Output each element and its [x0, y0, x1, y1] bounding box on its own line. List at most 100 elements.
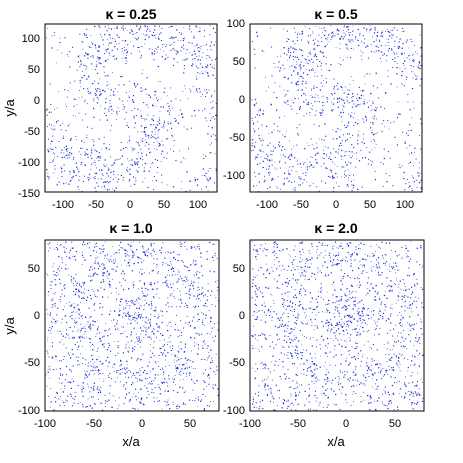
scatter-point [379, 41, 381, 43]
scatter-point [329, 156, 330, 158]
scatter-point [74, 344, 76, 346]
scatter-point [362, 307, 365, 309]
scatter-point [337, 153, 339, 155]
scatter-point [119, 304, 121, 306]
scatter-point [388, 354, 390, 356]
scatter-point [167, 330, 169, 332]
scatter-point [297, 34, 298, 36]
plot-frame [44, 239, 220, 412]
scatter-point [166, 401, 168, 403]
scatter-point [108, 347, 110, 349]
scatter-point [273, 242, 275, 244]
scatter-point [391, 290, 393, 292]
scatter-point [94, 25, 96, 28]
scatter-point [180, 161, 182, 163]
scatter-point [98, 47, 100, 48]
scatter-point [401, 83, 402, 84]
scatter-point [324, 250, 326, 252]
scatter-point [89, 342, 91, 344]
scatter-point [89, 173, 91, 175]
scatter-point [404, 346, 406, 348]
scatter-point [73, 310, 74, 312]
scatter-point [109, 100, 111, 102]
scatter-point [318, 125, 320, 127]
scatter-point [179, 275, 181, 277]
scatter-point [302, 50, 304, 51]
scatter-point [404, 140, 406, 142]
scatter-point [263, 51, 265, 53]
scatter-point [255, 259, 257, 261]
scatter-point [323, 102, 325, 103]
scatter-point [408, 47, 410, 49]
scatter-point [355, 36, 357, 38]
scatter-point [106, 172, 108, 174]
scatter-point [398, 367, 400, 369]
scatter-point [126, 364, 128, 366]
scatter-point [138, 166, 140, 168]
scatter-point [162, 151, 164, 153]
scatter-point [96, 388, 98, 390]
scatter-point [160, 252, 162, 254]
scatter-point [62, 262, 63, 264]
scatter-point [351, 356, 353, 359]
scatter-point [261, 332, 262, 334]
scatter-point [150, 338, 152, 340]
scatter-point [274, 244, 275, 245]
scatter-point [344, 141, 346, 143]
scatter-point [299, 107, 301, 109]
scatter-point [255, 402, 257, 403]
scatter-point [82, 315, 84, 316]
scatter-point [92, 349, 94, 351]
scatter-point [169, 321, 171, 323]
scatter-point [401, 298, 403, 300]
scatter-point [413, 162, 415, 164]
scatter-point [126, 315, 128, 317]
scatter-point [202, 275, 204, 277]
scatter-point [153, 334, 155, 336]
scatter-point [360, 97, 362, 99]
scatter-point [193, 260, 195, 262]
scatter-point [375, 109, 377, 112]
y-tick-label: 100 [22, 33, 40, 45]
scatter-point [294, 339, 296, 341]
scatter-point [92, 43, 94, 45]
scatter-point [363, 330, 365, 332]
scatter-point [197, 321, 198, 322]
scatter-point [117, 327, 118, 329]
scatter-point [189, 189, 191, 191]
scatter-point [212, 256, 214, 259]
scatter-point [377, 31, 379, 33]
scatter-point [146, 141, 148, 144]
scatter-point [197, 282, 199, 284]
scatter-point [305, 87, 307, 89]
scatter-point [47, 126, 49, 128]
scatter-point [284, 281, 286, 283]
scatter-point [326, 168, 328, 170]
scatter-point [99, 265, 101, 267]
scatter-point [175, 365, 177, 367]
scatter-point [93, 57, 94, 58]
scatter-point [278, 144, 280, 146]
scatter-point [183, 379, 185, 380]
scatter-point [321, 272, 322, 273]
scatter-point [80, 315, 83, 317]
scatter-point [175, 53, 177, 55]
scatter-point [414, 273, 416, 275]
scatter-point [70, 393, 72, 395]
scatter-point [397, 56, 399, 58]
scatter-point [387, 318, 389, 320]
scatter-point [94, 176, 96, 177]
scatter-point [295, 67, 297, 69]
scatter-point [140, 333, 142, 335]
scatter-point [183, 327, 184, 329]
scatter-point [64, 170, 66, 172]
scatter-point [311, 272, 313, 275]
scatter-point [406, 289, 408, 291]
scatter-point [175, 384, 176, 386]
scatter-point [124, 313, 126, 315]
scatter-point [362, 383, 363, 385]
scatter-point [278, 326, 280, 328]
scatter-point [183, 262, 184, 264]
scatter-point [165, 404, 167, 406]
scatter-point [340, 288, 342, 290]
